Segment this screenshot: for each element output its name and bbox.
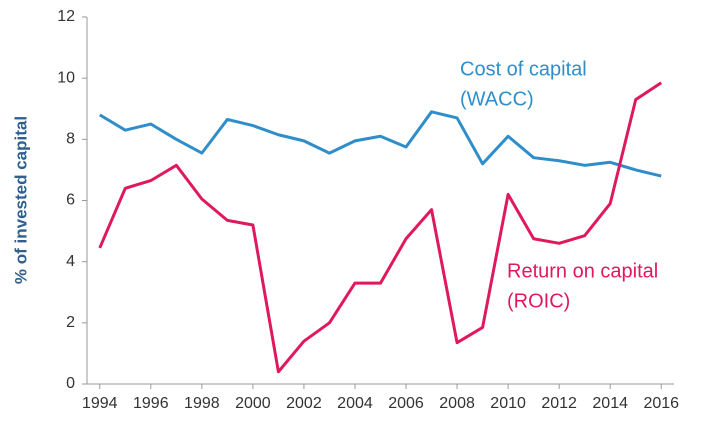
x-tick-label: 2006 bbox=[388, 395, 424, 412]
x-tick-label: 2012 bbox=[541, 395, 577, 412]
y-tick-label: 4 bbox=[66, 253, 75, 270]
x-tick-label: 2014 bbox=[592, 395, 628, 412]
annotation: Cost of capital bbox=[460, 58, 587, 80]
x-tick-label: 2002 bbox=[286, 395, 322, 412]
x-tick-label: 2008 bbox=[439, 395, 475, 412]
y-axis-label: % of invested capital bbox=[11, 116, 30, 284]
y-tick-label: 6 bbox=[66, 192, 75, 209]
x-tick-label: 2000 bbox=[235, 395, 271, 412]
series-line bbox=[98, 110, 662, 178]
annotation: Return on capital bbox=[507, 260, 658, 282]
x-tick-label: 1996 bbox=[133, 395, 169, 412]
annotation: (WACC) bbox=[460, 88, 534, 110]
y-tick-label: 12 bbox=[57, 8, 75, 25]
annotation: (ROIC) bbox=[507, 290, 570, 312]
x-tick-label: 2016 bbox=[643, 395, 679, 412]
x-tick-label: 1998 bbox=[184, 395, 220, 412]
y-tick-label: 8 bbox=[66, 131, 75, 148]
series-line bbox=[98, 81, 663, 374]
y-tick-label: 10 bbox=[57, 69, 75, 86]
x-tick-label: 2010 bbox=[490, 395, 526, 412]
x-tick-label: 2004 bbox=[337, 395, 373, 412]
y-tick-label: 2 bbox=[66, 314, 75, 331]
x-tick-label: 1994 bbox=[82, 395, 118, 412]
y-tick-label: 0 bbox=[66, 375, 75, 392]
